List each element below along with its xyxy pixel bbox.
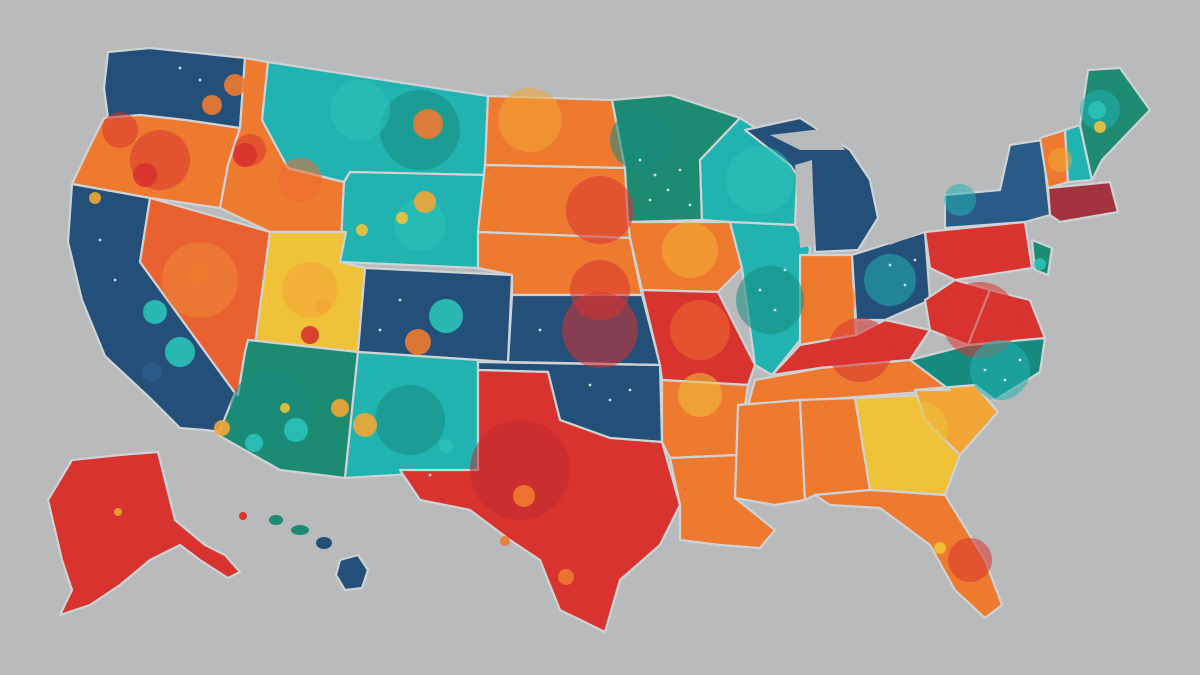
state-pennsylvania — [923, 220, 1034, 282]
state-florida — [813, 488, 1004, 620]
speckles — [98, 66, 1022, 477]
state-new-jersey — [1030, 238, 1054, 277]
great-lakes — [770, 128, 940, 248]
alaska-dot — [114, 508, 122, 516]
state-alaska — [46, 450, 242, 617]
state-hawaii — [334, 553, 370, 592]
state-mississippi — [733, 398, 807, 507]
data-dots — [89, 74, 1106, 602]
state-massachusetts — [1046, 180, 1120, 224]
hawaii-islands — [239, 512, 370, 592]
